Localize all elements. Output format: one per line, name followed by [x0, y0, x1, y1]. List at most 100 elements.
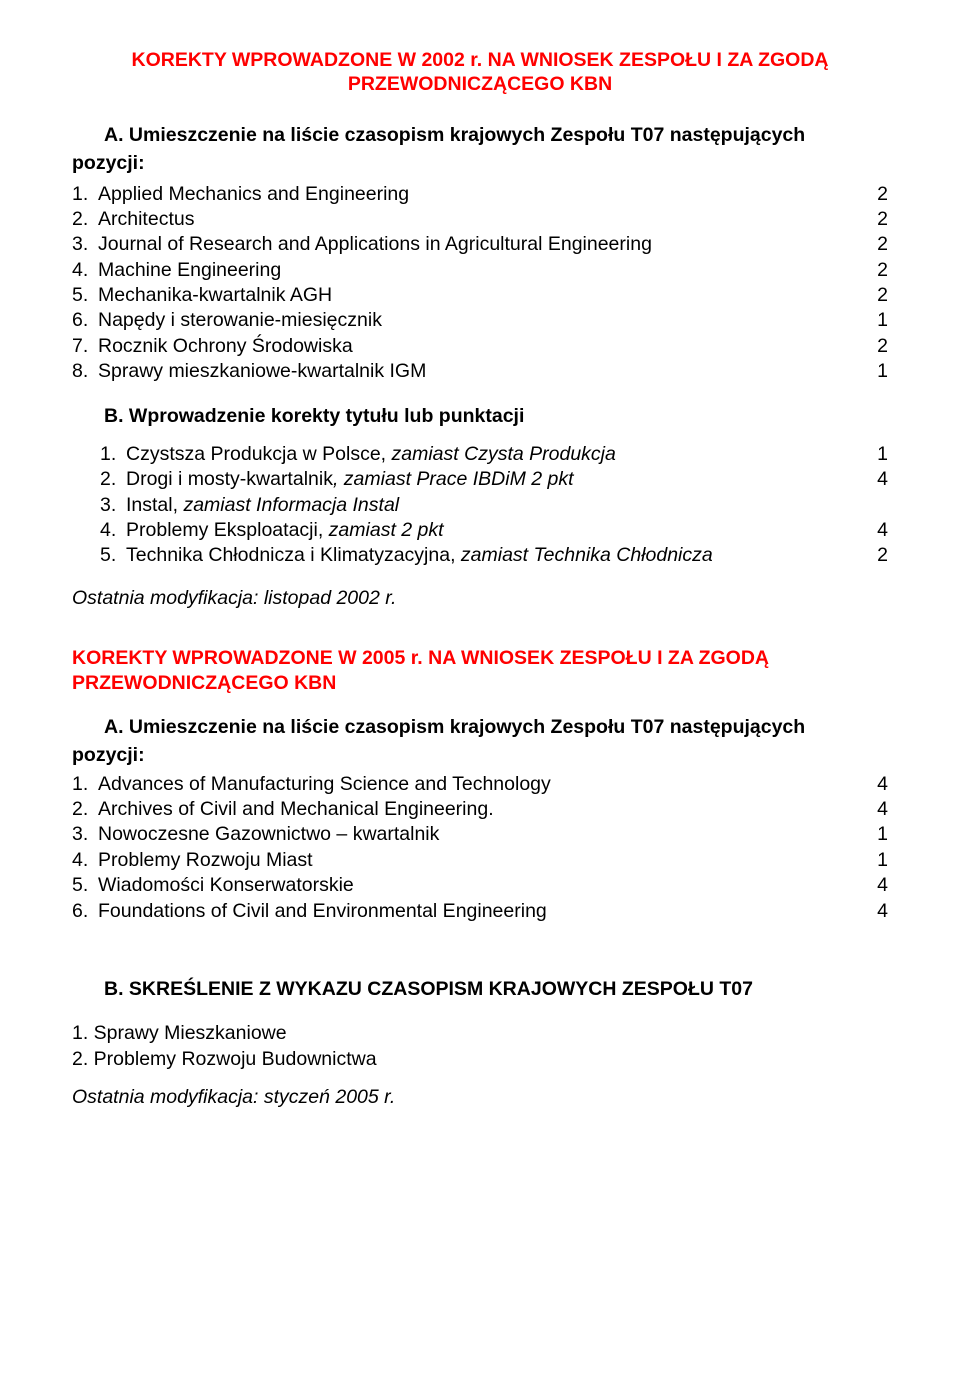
title-2002: KOREKTY WPROWADZONE W 2002 r. NA WNIOSEK… — [72, 48, 888, 97]
item-name: Architectus — [98, 207, 872, 231]
title-2002-line1: KOREKTY WPROWADZONE W 2002 r. NA WNIOSEK… — [131, 49, 828, 71]
item-name: Applied Mechanics and Engineering — [98, 182, 872, 206]
list-item: 3. Instal, zamiast Informacja Instal — [100, 493, 888, 517]
item-points: 1 — [872, 848, 888, 872]
item-name-italic: zamiast Informacja Instal — [183, 494, 399, 516]
list-item: 3. Nowoczesne Gazownictwo – kwartalnik1 — [72, 822, 888, 846]
item-name-plain: Czystsza Produkcja w Polsce, — [126, 443, 392, 465]
list-item: 1. Advances of Manufacturing Science and… — [72, 772, 888, 796]
item-number: 4. — [72, 848, 98, 872]
item-points: 4 — [872, 873, 888, 897]
item-name: Technika Chłodnicza i Klimatyzacyjna, za… — [126, 543, 872, 567]
section-a-2002-l1: A. Umieszczenie na liście czasopism kraj… — [104, 124, 805, 146]
item-number: 7. — [72, 334, 98, 358]
list-item: 2. Problemy Rozwoju Budownictwa — [72, 1047, 888, 1071]
item-number: 5. — [72, 283, 98, 307]
list-item: 5. Mechanika-kwartalnik AGH2 — [72, 283, 888, 307]
item-number: 8. — [72, 359, 98, 383]
list-item: 8. Sprawy mieszkaniowe-kwartalnik IGM1 — [72, 359, 888, 383]
list-item: 2. Architectus2 — [72, 207, 888, 231]
item-name-plain: Technika Chłodnicza i Klimatyzacyjna, — [126, 544, 461, 566]
list-item: 6. Napędy i sterowanie-miesięcznik1 — [72, 308, 888, 332]
item-points: 2 — [872, 258, 888, 282]
item-name: Problemy Rozwoju Miast — [98, 848, 872, 872]
item-number: 1. — [100, 442, 126, 466]
item-points: 2 — [872, 232, 888, 256]
item-name: Sprawy mieszkaniowe-kwartalnik IGM — [98, 359, 872, 383]
item-number: 1. — [72, 182, 98, 206]
item-name: Machine Engineering — [98, 258, 872, 282]
item-points: 4 — [872, 518, 888, 542]
item-points: 1 — [872, 442, 888, 466]
item-points: 1 — [872, 308, 888, 332]
item-name-italic: zamiast Czysta Produkcja — [392, 443, 616, 465]
item-points: 1 — [872, 822, 888, 846]
title-2002-line2: PRZEWODNICZĄCEGO KBN — [348, 73, 612, 95]
item-points: 4 — [872, 797, 888, 821]
item-name: Czystsza Produkcja w Polsce, zamiast Czy… — [126, 442, 872, 466]
section-a-2005-l2: pozycji: — [72, 743, 888, 767]
item-points: 2 — [872, 283, 888, 307]
item-name: Rocznik Ochrony Środowiska — [98, 334, 872, 358]
list-2002-a: 1. Applied Mechanics and Engineering22. … — [72, 182, 888, 384]
title-2005-part2: NA WNIOSEK ZESPOŁU I ZA ZGODĄ — [423, 647, 769, 669]
item-points: 4 — [872, 467, 888, 491]
item-points: 1 — [872, 359, 888, 383]
list-item: 4. Problemy Eksploatacji, zamiast 2 pkt4 — [100, 518, 888, 542]
list-item: 7. Rocznik Ochrony Środowiska2 — [72, 334, 888, 358]
footer-2002: Ostatnia modyfikacja: listopad 2002 r. — [72, 586, 888, 610]
item-number: 3. — [72, 232, 98, 256]
item-number: 4. — [72, 258, 98, 282]
item-name-italic: zamiast Technika Chłodnicza — [461, 544, 713, 566]
section-a-2005: A. Umieszczenie na liście czasopism kraj… — [104, 715, 888, 739]
list-2005-a: 1. Advances of Manufacturing Science and… — [72, 772, 888, 923]
list-item: 2. Drogi i mosty-kwartalnik, zamiast Pra… — [100, 467, 888, 491]
item-number: 6. — [72, 899, 98, 923]
item-points: 2 — [872, 207, 888, 231]
item-number: 3. — [72, 822, 98, 846]
item-name: Problemy Eksploatacji, zamiast 2 pkt — [126, 518, 872, 542]
item-points: 2 — [872, 543, 888, 567]
list-item: 3. Journal of Research and Applications … — [72, 232, 888, 256]
item-name: Mechanika-kwartalnik AGH — [98, 283, 872, 307]
item-name: Journal of Research and Applications in … — [98, 232, 872, 256]
section-b-2002: B. Wprowadzenie korekty tytułu lub punkt… — [104, 404, 888, 428]
item-number: 4. — [100, 518, 126, 542]
section-a-2005-l1: A. Umieszczenie na liście czasopism kraj… — [104, 716, 805, 738]
item-number: 1. — [72, 772, 98, 796]
list-item: 1. Sprawy Mieszkaniowe — [72, 1021, 888, 1045]
list-item: 4. Machine Engineering2 — [72, 258, 888, 282]
item-name: Wiadomości Konserwatorskie — [98, 873, 872, 897]
item-name: Napędy i sterowanie-miesięcznik — [98, 308, 872, 332]
item-name-plain: Drogi i mosty-kwartalnik — [126, 468, 333, 490]
item-name-plain: Problemy Eksploatacji, — [126, 519, 329, 541]
footer-2005: Ostatnia modyfikacja: styczeń 2005 r. — [72, 1085, 888, 1109]
title-2005-part1: KOREKTY WPROWADZONE W 2005 r. — [72, 647, 423, 669]
list-item: 2. Archives of Civil and Mechanical Engi… — [72, 797, 888, 821]
item-name: Advances of Manufacturing Science and Te… — [98, 772, 872, 796]
item-number: 5. — [100, 543, 126, 567]
item-number: 2. — [100, 467, 126, 491]
item-points: 2 — [872, 334, 888, 358]
item-points: 2 — [872, 182, 888, 206]
list-2005-b: 1. Sprawy Mieszkaniowe2. Problemy Rozwoj… — [72, 1021, 888, 1071]
item-name: Instal, zamiast Informacja Instal — [126, 493, 872, 517]
list-item: 5. Wiadomości Konserwatorskie4 — [72, 873, 888, 897]
item-number: 6. — [72, 308, 98, 332]
item-name: Archives of Civil and Mechanical Enginee… — [98, 797, 872, 821]
list-item: 1. Applied Mechanics and Engineering2 — [72, 182, 888, 206]
list-item: 4. Problemy Rozwoju Miast1 — [72, 848, 888, 872]
item-number: 3. — [100, 493, 126, 517]
item-number: 5. — [72, 873, 98, 897]
title-2005-line2: PRZEWODNICZĄCEGO KBN — [72, 672, 336, 694]
title-2005: KOREKTY WPROWADZONE W 2005 r. NA WNIOSEK… — [72, 646, 888, 695]
item-name: Foundations of Civil and Environmental E… — [98, 899, 872, 923]
list-item: 6. Foundations of Civil and Environmenta… — [72, 899, 888, 923]
item-name-italic: zamiast 2 pkt — [329, 519, 444, 541]
item-points: 4 — [872, 899, 888, 923]
item-name-italic: , zamiast Prace IBDiM 2 pkt — [333, 468, 574, 490]
section-a-2002: A. Umieszczenie na liście czasopism kraj… — [104, 123, 888, 147]
item-number: 2. — [72, 207, 98, 231]
list-item: 5. Technika Chłodnicza i Klimatyzacyjna,… — [100, 543, 888, 567]
item-name: Drogi i mosty-kwartalnik, zamiast Prace … — [126, 467, 872, 491]
